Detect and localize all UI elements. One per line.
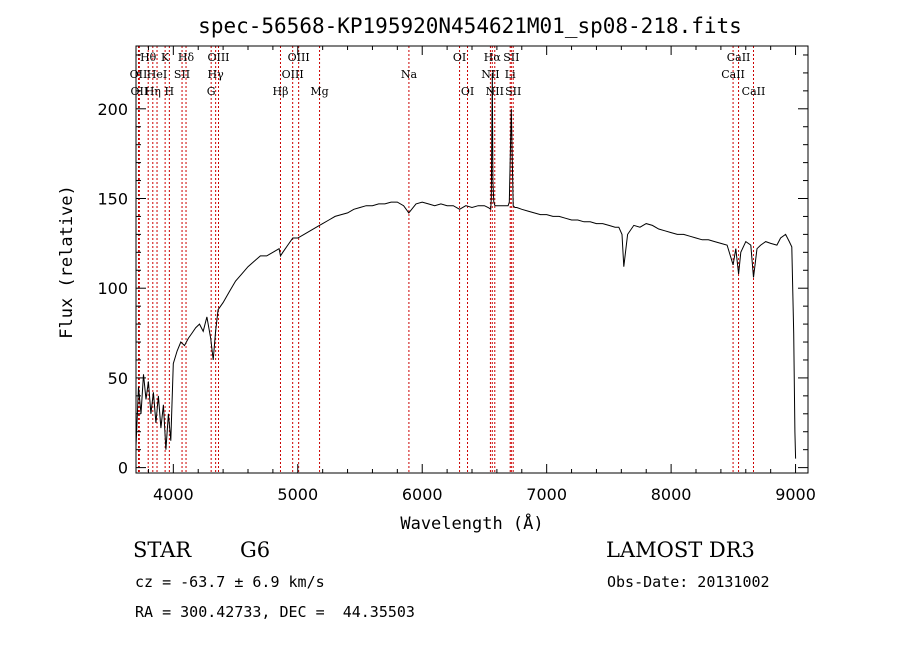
line-label-24: SII <box>505 85 521 98</box>
line-label-14: OIII <box>288 51 310 64</box>
x-tick-label-0: 4000 <box>153 485 194 504</box>
line-label-16: Na <box>401 68 418 81</box>
x-tick-label-3: 7000 <box>526 485 567 504</box>
spectral-line-labels: OII OII Hθ Hη HeI K H SII Hδ G Hγ OIII Hβ OIII OIII Mg N… <box>130 51 766 98</box>
line-label-25: CaII <box>721 68 745 81</box>
object-class: STAR <box>133 538 192 562</box>
plot-frame <box>135 45 809 474</box>
line-label-10: Hγ <box>208 68 225 81</box>
y-tick-label-1: 50 <box>108 369 128 388</box>
line-label-3: Hη <box>145 85 161 98</box>
observation-date: Obs-Date: 20131002 <box>607 573 770 591</box>
line-label-9: G <box>207 85 216 98</box>
x-axis-label: Wavelength (Å) <box>400 512 543 534</box>
survey-name: LAMOST DR3 <box>606 538 755 562</box>
spectral-line-markers <box>137 46 754 473</box>
line-label-23: SII <box>503 51 519 64</box>
redshift-cz: cz = -63.7 ± 6.9 km/s <box>135 573 325 591</box>
x-tick-label-2: 6000 <box>402 485 443 504</box>
line-label-19: NII <box>481 68 499 81</box>
line-label-22: Li <box>505 68 516 81</box>
y-tick-label-2: 100 <box>97 279 128 298</box>
x-tick-label-5: 9000 <box>775 485 816 504</box>
y-tick-label-3: 150 <box>97 190 128 209</box>
spectrum-series <box>135 72 797 459</box>
line-label-4: HeI <box>147 68 167 81</box>
x-axis-ticks: 4000 5000 6000 7000 8000 9000 <box>147 46 816 504</box>
line-label-7: SII <box>174 68 190 81</box>
y-tick-label-0: 0 <box>118 459 128 478</box>
chart-svg: spec-56568-KP195920N454621M01_sp08-218.f… <box>57 14 816 534</box>
y-tick-label-4: 200 <box>97 100 128 119</box>
line-label-1: OII <box>131 85 149 98</box>
line-label-5: K <box>161 51 170 64</box>
line-label-26: CaII <box>727 51 751 64</box>
line-label-20: Hα <box>484 51 502 64</box>
ra-dec-coordinates: RA = 300.42733, DEC = 44.35503 <box>135 603 415 621</box>
y-axis-ticks: 0 50 100 150 200 <box>97 54 808 478</box>
line-label-6: H <box>165 85 175 98</box>
y-axis-label: Flux (relative) <box>57 185 77 339</box>
line-label-21: NII <box>486 85 504 98</box>
line-label-2: Hθ <box>140 51 157 64</box>
object-subclass: G6 <box>240 538 271 562</box>
x-tick-label-1: 5000 <box>277 485 318 504</box>
x-tick-label-4: 8000 <box>651 485 692 504</box>
line-label-13: OIII <box>282 68 304 81</box>
line-label-11: OIII <box>207 51 229 64</box>
line-label-17: OI <box>453 51 466 64</box>
line-label-8: Hδ <box>178 51 195 64</box>
line-label-12: Hβ <box>273 85 289 98</box>
line-label-15: Mg <box>310 85 328 98</box>
line-label-27: CaII <box>742 85 766 98</box>
line-label-18: OI <box>461 85 474 98</box>
line-label-0: OII <box>130 68 148 81</box>
chart-title: spec-56568-KP195920N454621M01_sp08-218.f… <box>198 14 742 38</box>
